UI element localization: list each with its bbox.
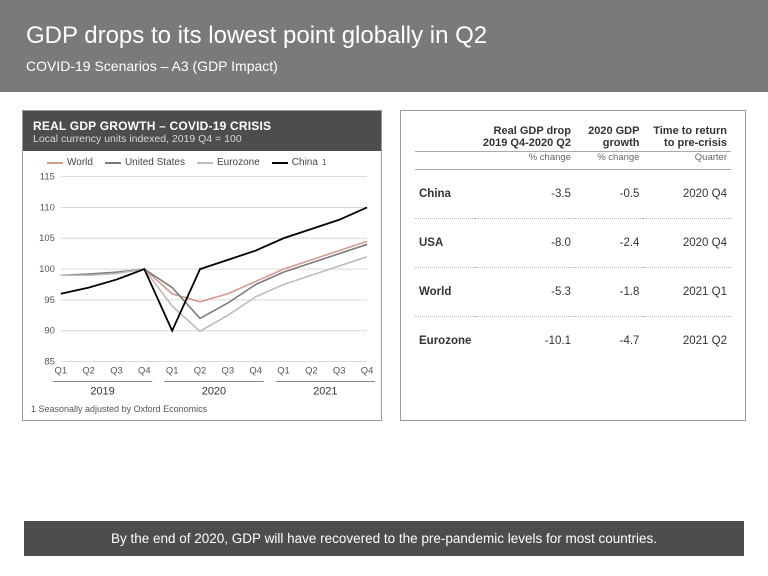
table-row: USA-8.0-2.42020 Q4: [415, 219, 731, 268]
legend-label: Eurozone: [217, 157, 260, 168]
table-header: Time to return to pre-crisis: [643, 125, 731, 152]
legend-label: World: [67, 157, 93, 168]
legend-item: World: [47, 157, 93, 168]
value-cell: 2020 Q4: [643, 219, 731, 268]
legend-swatch: [272, 162, 288, 164]
value-cell: -4.7: [575, 317, 644, 366]
table-subheader: % change: [575, 152, 644, 170]
svg-text:Q4: Q4: [361, 365, 374, 376]
svg-text:2019: 2019: [90, 385, 114, 397]
region-cell: Eurozone: [415, 317, 475, 366]
legend-swatch: [105, 162, 121, 164]
value-cell: -10.1: [475, 317, 575, 366]
svg-text:Q3: Q3: [333, 365, 346, 376]
legend-item: Eurozone: [197, 157, 260, 168]
svg-text:Q3: Q3: [222, 365, 235, 376]
value-cell: -8.0: [475, 219, 575, 268]
content-row: REAL GDP GROWTH – COVID-19 CRISIS Local …: [0, 92, 768, 429]
line-chart: 85 90 95 100 105 110 115 Q1 Q2 Q3 Q4 Q1 Q2 Q3 Q4 Q1 Q2 Q3…: [29, 170, 375, 400]
svg-text:Q4: Q4: [138, 365, 151, 376]
value-cell: -5.3: [475, 268, 575, 317]
svg-text:Q2: Q2: [194, 365, 207, 376]
table-header: Real GDP drop 2019 Q4-2020 Q2: [475, 125, 575, 152]
chart-subtitle: Local currency units indexed, 2019 Q4 = …: [33, 133, 371, 145]
chart-plot-area: 85 90 95 100 105 110 115 Q1 Q2 Q3 Q4 Q1 Q2 Q3 Q4 Q1 Q2 Q3…: [23, 170, 381, 400]
region-cell: World: [415, 268, 475, 317]
footer-bar: By the end of 2020, GDP will have recove…: [24, 521, 744, 556]
svg-text:105: 105: [39, 233, 55, 244]
chart-title: REAL GDP GROWTH – COVID-19 CRISIS: [33, 119, 371, 133]
page-subtitle: COVID-19 Scenarios – A3 (GDP Impact): [26, 58, 742, 74]
legend-item: United States: [105, 157, 185, 168]
region-cell: USA: [415, 219, 475, 268]
value-cell: -1.8: [575, 268, 644, 317]
table-row: China-3.5-0.52020 Q4: [415, 170, 731, 219]
page-title: GDP drops to its lowest point globally i…: [26, 22, 742, 50]
value-cell: -0.5: [575, 170, 644, 219]
legend-label: United States: [125, 157, 185, 168]
legend-swatch: [47, 162, 63, 164]
table-panel: Real GDP drop 2019 Q4-2020 Q22020 GDP gr…: [400, 110, 746, 421]
legend-label: China: [292, 157, 318, 168]
value-cell: 2021 Q1: [643, 268, 731, 317]
table-row: Eurozone-10.1-4.72021 Q2: [415, 317, 731, 366]
legend-superscript: 1: [322, 158, 326, 167]
chart-panel: REAL GDP GROWTH – COVID-19 CRISIS Local …: [22, 110, 382, 421]
svg-text:Q1: Q1: [166, 365, 179, 376]
value-cell: -3.5: [475, 170, 575, 219]
svg-text:100: 100: [39, 264, 55, 275]
svg-text:Q1: Q1: [55, 365, 68, 376]
header-banner: GDP drops to its lowest point globally i…: [0, 0, 768, 92]
svg-text:2021: 2021: [313, 385, 337, 397]
table-header: [415, 125, 475, 152]
value-cell: 2021 Q2: [643, 317, 731, 366]
table-subheader: Quarter: [643, 152, 731, 170]
table-row: World-5.3-1.82021 Q1: [415, 268, 731, 317]
svg-text:2020: 2020: [202, 385, 226, 397]
svg-text:95: 95: [44, 295, 55, 306]
gdp-table: Real GDP drop 2019 Q4-2020 Q22020 GDP gr…: [415, 125, 731, 365]
value-cell: -2.4: [575, 219, 644, 268]
chart-legend: World United States Eurozone China 1: [23, 151, 381, 170]
table-subheader: % change: [475, 152, 575, 170]
svg-text:110: 110: [40, 202, 55, 213]
table-subheader: [415, 152, 475, 170]
svg-text:Q3: Q3: [110, 365, 123, 376]
svg-text:115: 115: [40, 172, 55, 183]
svg-text:85: 85: [44, 357, 55, 368]
table-header: 2020 GDP growth: [575, 125, 644, 152]
value-cell: 2020 Q4: [643, 170, 731, 219]
svg-text:Q2: Q2: [305, 365, 318, 376]
legend-item: China 1: [272, 157, 327, 168]
svg-text:90: 90: [44, 326, 55, 337]
svg-text:Q1: Q1: [277, 365, 290, 376]
chart-header: REAL GDP GROWTH – COVID-19 CRISIS Local …: [23, 111, 381, 151]
legend-swatch: [197, 162, 213, 164]
svg-text:Q4: Q4: [249, 365, 262, 376]
chart-footnote: 1 Seasonally adjusted by Oxford Economic…: [23, 400, 381, 420]
region-cell: China: [415, 170, 475, 219]
svg-text:Q2: Q2: [82, 365, 95, 376]
